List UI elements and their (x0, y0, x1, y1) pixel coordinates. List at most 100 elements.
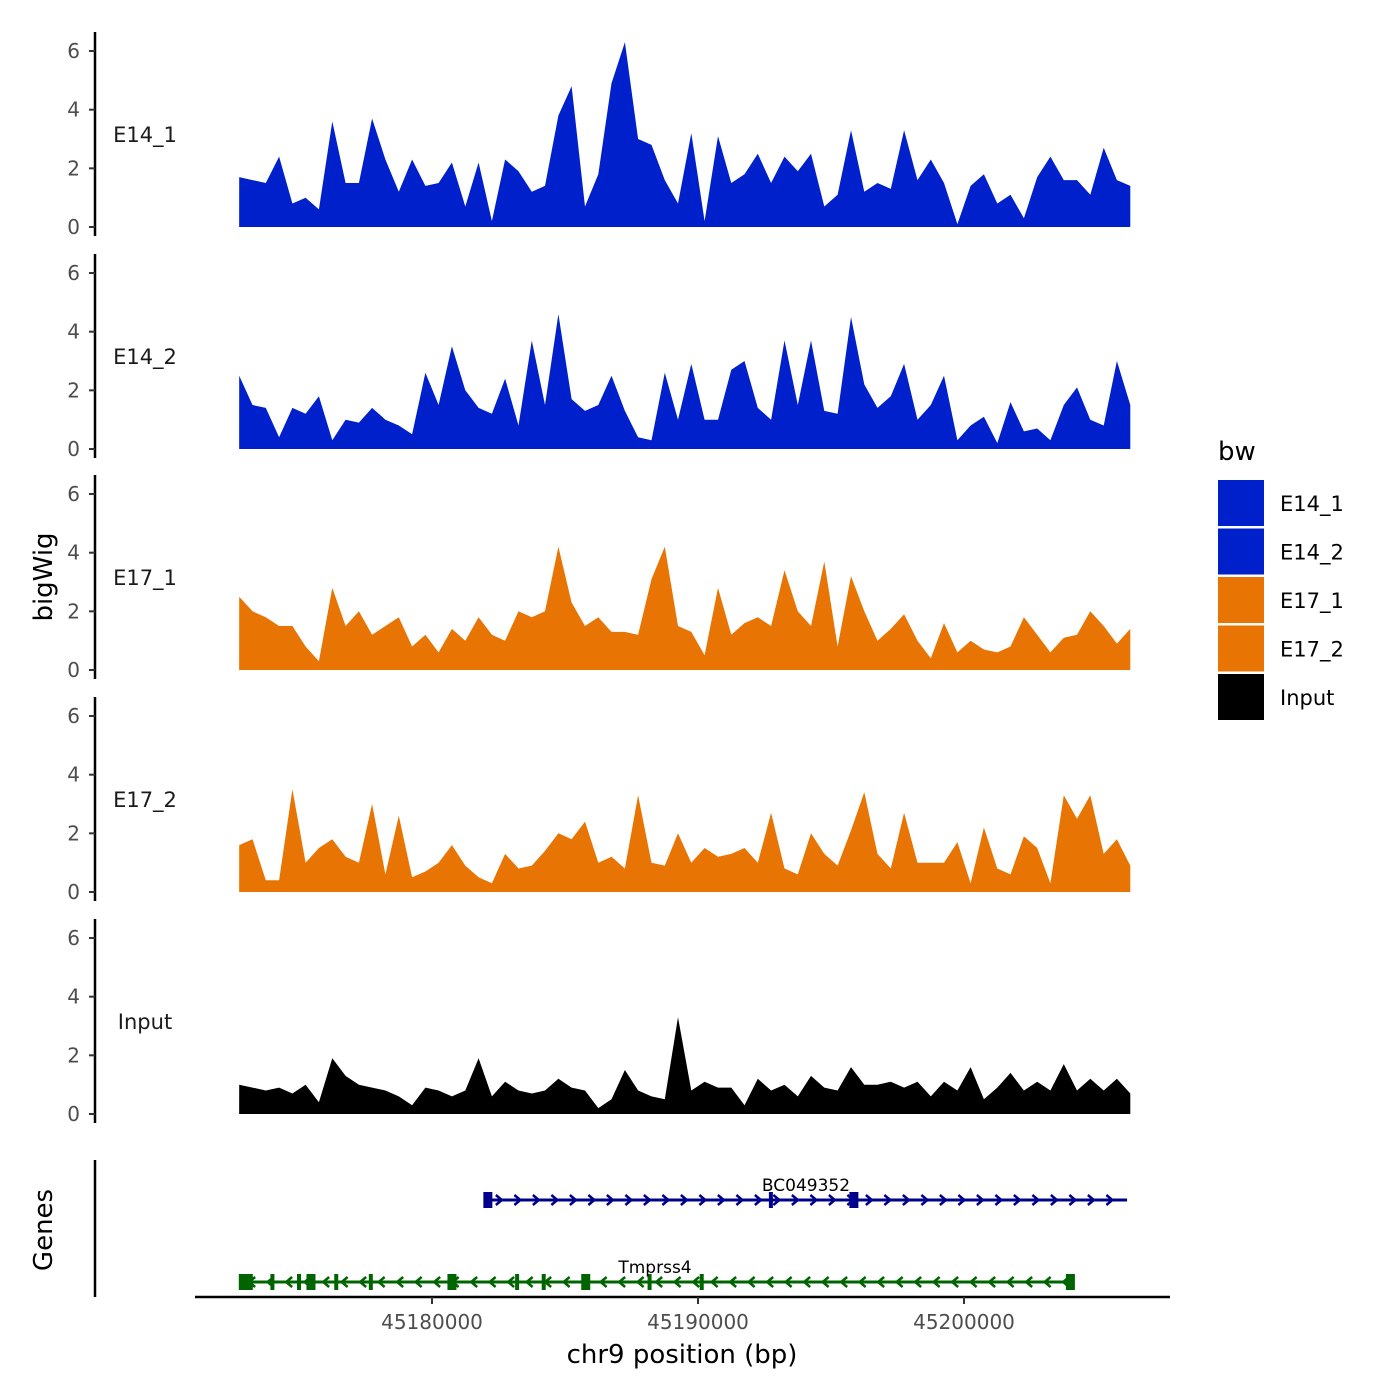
gene-label: Tmprss4 (617, 1258, 691, 1278)
y-tick-label: 4 (67, 98, 80, 122)
strand-arrow-icon (913, 1276, 922, 1288)
strand-arrow-icon (876, 1276, 885, 1288)
coverage-area-E17_2 (239, 789, 1131, 892)
y-tick-label: 6 (67, 261, 80, 285)
strand-arrow-icon (1031, 1194, 1041, 1206)
strand-arrow-icon (617, 1276, 626, 1288)
strand-arrow-icon (809, 1194, 819, 1206)
strand-arrow-icon (1050, 1194, 1059, 1206)
strand-arrow-icon (339, 1276, 349, 1288)
track-label: E14_2 (113, 345, 177, 370)
strand-arrow-icon (820, 1276, 830, 1288)
strand-arrow-icon (1042, 1276, 1052, 1288)
y-tick-label: 4 (67, 541, 80, 565)
track-E17_2: 0 2 4 6 E17_2 (67, 697, 1131, 904)
strand-arrow-icon (1087, 1194, 1096, 1206)
y-tick-label: 2 (67, 1043, 80, 1067)
exon (647, 1274, 652, 1290)
strand-arrow-icon (717, 1194, 726, 1206)
strand-arrow-icon (1005, 1276, 1015, 1288)
strand-arrow-icon (698, 1194, 708, 1206)
legend-label: E17_2 (1280, 638, 1344, 663)
exon (581, 1274, 591, 1290)
y-tick-label: 0 (67, 658, 80, 682)
strand-arrow-icon (495, 1194, 504, 1206)
genes-axis-title: Genes (29, 1189, 59, 1271)
exon (699, 1274, 704, 1290)
y-tick-label: 4 (67, 320, 80, 344)
strand-arrow-icon (661, 1194, 671, 1206)
strand-arrow-icon (883, 1194, 893, 1206)
coverage-area-E14_2 (239, 314, 1131, 449)
exon (515, 1274, 520, 1290)
y-tick-label: 6 (67, 926, 80, 950)
strand-arrow-icon (950, 1276, 959, 1288)
strand-arrow-icon (931, 1276, 941, 1288)
strand-arrow-icon (709, 1276, 719, 1288)
strand-arrow-icon (791, 1194, 800, 1206)
track-E14_2: 0 2 4 6 E14_2 (67, 254, 1131, 461)
strand-arrow-icon (606, 1194, 615, 1206)
y-tick-label: 6 (67, 39, 80, 63)
strand-arrow-icon (587, 1194, 597, 1206)
y-tick-label: 6 (67, 482, 80, 506)
track-label: E17_2 (113, 788, 177, 813)
strand-arrow-icon (857, 1276, 867, 1288)
legend-label: E17_1 (1280, 589, 1344, 614)
coverage-area-E17_1 (239, 546, 1131, 670)
strand-arrow-icon (802, 1276, 811, 1288)
strand-arrow-icon (968, 1276, 978, 1288)
strand-arrow-icon (506, 1276, 515, 1288)
track-label: Input (118, 1010, 172, 1034)
strand-arrow-icon (672, 1276, 682, 1288)
strand-arrow-icon (624, 1194, 634, 1206)
x-axis-title: chr9 position (bp) (567, 1340, 798, 1370)
exon (1065, 1274, 1075, 1290)
y-tick-label: 2 (67, 378, 80, 402)
strand-arrow-icon (1068, 1194, 1078, 1206)
strand-arrow-icon (561, 1276, 571, 1288)
legend-swatch-E17_1 (1218, 577, 1264, 623)
exon (368, 1274, 373, 1290)
y-tick-label: 0 (67, 880, 80, 904)
legend-swatch-E14_1 (1218, 480, 1264, 526)
strand-arrow-icon (643, 1194, 652, 1206)
y-tick-label: 2 (67, 599, 80, 623)
strand-arrow-icon (376, 1276, 386, 1288)
y-tick-label: 0 (67, 437, 80, 461)
legend-swatch-E17_2 (1218, 625, 1264, 672)
strand-arrow-icon (691, 1276, 700, 1288)
y-tick-label: 4 (67, 985, 80, 1009)
legend-title: bw (1218, 437, 1256, 467)
exon (238, 1274, 253, 1290)
exon (541, 1274, 546, 1290)
legend-swatch-Input (1218, 674, 1264, 720)
exon (849, 1192, 859, 1208)
exon (306, 1274, 316, 1290)
strand-arrow-icon (532, 1194, 541, 1206)
legend-label: Input (1280, 686, 1334, 710)
strand-arrow-icon (939, 1194, 948, 1206)
exon (447, 1274, 457, 1290)
strand-arrow-icon (569, 1194, 578, 1206)
strand-arrow-icon (635, 1276, 645, 1288)
strand-arrow-icon (839, 1276, 848, 1288)
track-E17_1: 0 2 4 6 E17_1 (67, 475, 1131, 682)
strand-arrow-icon (358, 1276, 367, 1288)
x-tick-label: 45190000 (647, 1310, 749, 1334)
strand-arrow-icon (920, 1194, 930, 1206)
y-tick-label: 4 (67, 763, 80, 787)
x-tick-label: 45180000 (381, 1310, 483, 1334)
strand-arrow-icon (772, 1194, 782, 1206)
y-tick-label: 2 (67, 821, 80, 845)
strand-arrow-icon (902, 1194, 911, 1206)
strand-arrow-icon (957, 1194, 967, 1206)
strand-arrow-icon (413, 1276, 423, 1288)
strand-arrow-icon (728, 1276, 737, 1288)
y-tick-label: 6 (67, 704, 80, 728)
y-tick-label: 0 (67, 1102, 80, 1126)
strand-arrow-icon (735, 1194, 745, 1206)
strand-arrow-icon (1105, 1194, 1115, 1206)
legend-swatch-E14_2 (1218, 528, 1264, 575)
